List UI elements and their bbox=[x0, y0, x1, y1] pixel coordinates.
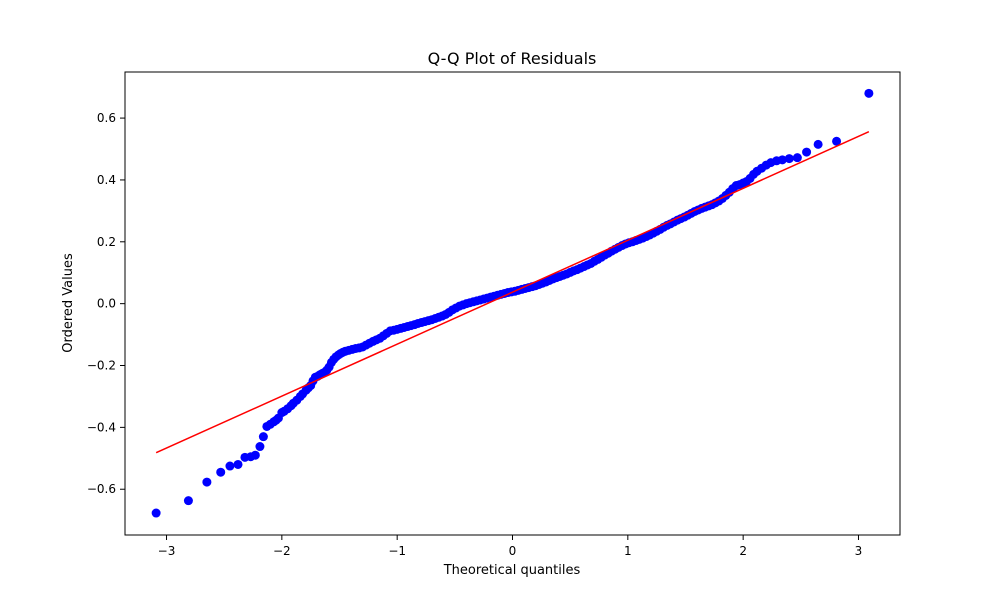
x-tick-label: 2 bbox=[739, 544, 747, 558]
data-point bbox=[802, 147, 812, 157]
data-point bbox=[250, 450, 260, 460]
y-tick-label: 0.0 bbox=[97, 297, 116, 311]
y-tick-label: 0.4 bbox=[97, 173, 116, 187]
x-axis-label: Theoretical quantiles bbox=[443, 563, 581, 578]
data-point bbox=[258, 432, 268, 442]
y-tick-label: −0.6 bbox=[87, 482, 116, 496]
data-point bbox=[255, 442, 265, 452]
data-point bbox=[216, 467, 226, 477]
x-tick-label: 1 bbox=[624, 544, 632, 558]
data-point bbox=[183, 496, 193, 506]
axes-layer: −3 −2 −1 0 1 2 3 −0.6 −0.4 −0.2 0.0 0.2 0.4 0.6 bbox=[87, 111, 862, 558]
data-point bbox=[777, 155, 787, 165]
x-tick-label: 0 bbox=[509, 544, 517, 558]
y-tick-label: −0.2 bbox=[87, 359, 116, 373]
plot-frame bbox=[124, 71, 901, 536]
data-point bbox=[792, 153, 802, 163]
data-point bbox=[151, 508, 161, 518]
y-tick-label: 0.6 bbox=[97, 111, 116, 125]
x-tick-label: −2 bbox=[273, 544, 291, 558]
data-point bbox=[832, 136, 842, 146]
data-point bbox=[225, 461, 235, 471]
data-point bbox=[784, 154, 794, 164]
y-tick-label: −0.4 bbox=[87, 420, 116, 434]
data-point bbox=[233, 459, 243, 469]
data-point bbox=[864, 88, 874, 98]
chart-title: Q-Q Plot of Residuals bbox=[428, 49, 597, 68]
data-point bbox=[202, 477, 212, 487]
reference-line bbox=[155, 131, 870, 454]
y-axis-label: Ordered Values bbox=[61, 253, 76, 353]
data-layer bbox=[151, 88, 874, 518]
data-point bbox=[813, 139, 823, 149]
y-tick-label: 0.2 bbox=[97, 235, 116, 249]
x-tick-label: −3 bbox=[158, 544, 176, 558]
x-tick-label: −1 bbox=[388, 544, 406, 558]
x-tick-label: 3 bbox=[855, 544, 863, 558]
